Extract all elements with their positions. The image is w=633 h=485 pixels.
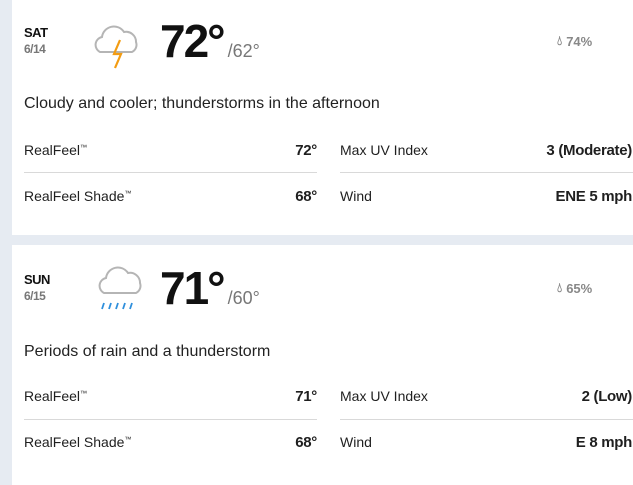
high-temp: 71° [160,262,226,314]
precipitation: 💧︎ 74% [557,33,592,49]
high-temp: 72° [160,15,226,67]
uv-value: 3 (Moderate) [546,141,632,159]
trademark: ™ [124,190,132,198]
raindrop-icon: 💧︎ [557,33,563,48]
realfeel-shade-value: 68° [295,433,317,451]
realfeel-label: RealFeel [24,388,81,404]
trademark: ™ [124,436,132,444]
realfeel-shade-label: RealFeel Shade [24,188,125,204]
date-label: 6/14 [24,42,46,56]
precipitation: 💧︎ 65% [557,280,592,296]
daily-forecast-card-sun[interactable]: SUN 6/15 71° /60° 💧︎ 65% Periods of rain… [12,245,633,485]
wind-value: ENE 5 mph [555,187,633,205]
raindrop-icon: 💧︎ [557,280,563,295]
precip-value: 74% [566,33,593,49]
divider [24,419,317,420]
trademark: ™ [80,144,88,152]
low-temp: /62° [227,41,260,61]
day-label: SUN [24,272,50,287]
rain-cloud-icon [98,266,142,310]
day-label: SAT [24,25,48,40]
realfeel-shade-label: RealFeel Shade [24,434,125,450]
trademark: ™ [80,390,88,398]
uv-label: Max UV Index [340,388,428,404]
wind-value: E 8 mph [575,433,633,451]
realfeel-row: RealFeel™ 71° [24,374,317,418]
divider [24,172,317,173]
low-temp: /60° [227,288,260,308]
thunderstorm-cloud-icon [94,25,138,69]
uv-value: 2 (Low) [581,387,633,405]
wind-row: Wind E 8 mph [340,420,632,464]
uv-label: Max UV Index [340,142,428,158]
forecast-description: Periods of rain and a thunderstorm [24,343,271,360]
wind-label: Wind [340,434,372,450]
realfeel-shade-row: RealFeel Shade™ 68° [24,174,317,218]
daily-forecast-card-sat[interactable]: SAT 6/14 72° /62° 💧︎ 74% Cloudy and cool… [12,0,633,235]
realfeel-row: RealFeel™ 72° [24,128,317,172]
wind-label: Wind [340,188,372,204]
divider [340,172,633,173]
realfeel-value: 72° [295,141,317,159]
realfeel-label: RealFeel [24,142,81,158]
forecast-description: Cloudy and cooler; thunderstorms in the … [24,95,380,112]
divider [340,419,633,420]
wind-row: Wind ENE 5 mph [340,174,632,218]
temperature-group: 71° /60° [160,265,260,311]
realfeel-value: 71° [295,387,317,405]
uv-row: Max UV Index 2 (Low) [340,374,632,418]
temperature-group: 72° /62° [160,18,260,64]
realfeel-shade-value: 68° [295,187,317,205]
date-label: 6/15 [24,289,46,303]
uv-row: Max UV Index 3 (Moderate) [340,128,632,172]
precip-value: 65% [566,280,593,296]
realfeel-shade-row: RealFeel Shade™ 68° [24,420,317,464]
